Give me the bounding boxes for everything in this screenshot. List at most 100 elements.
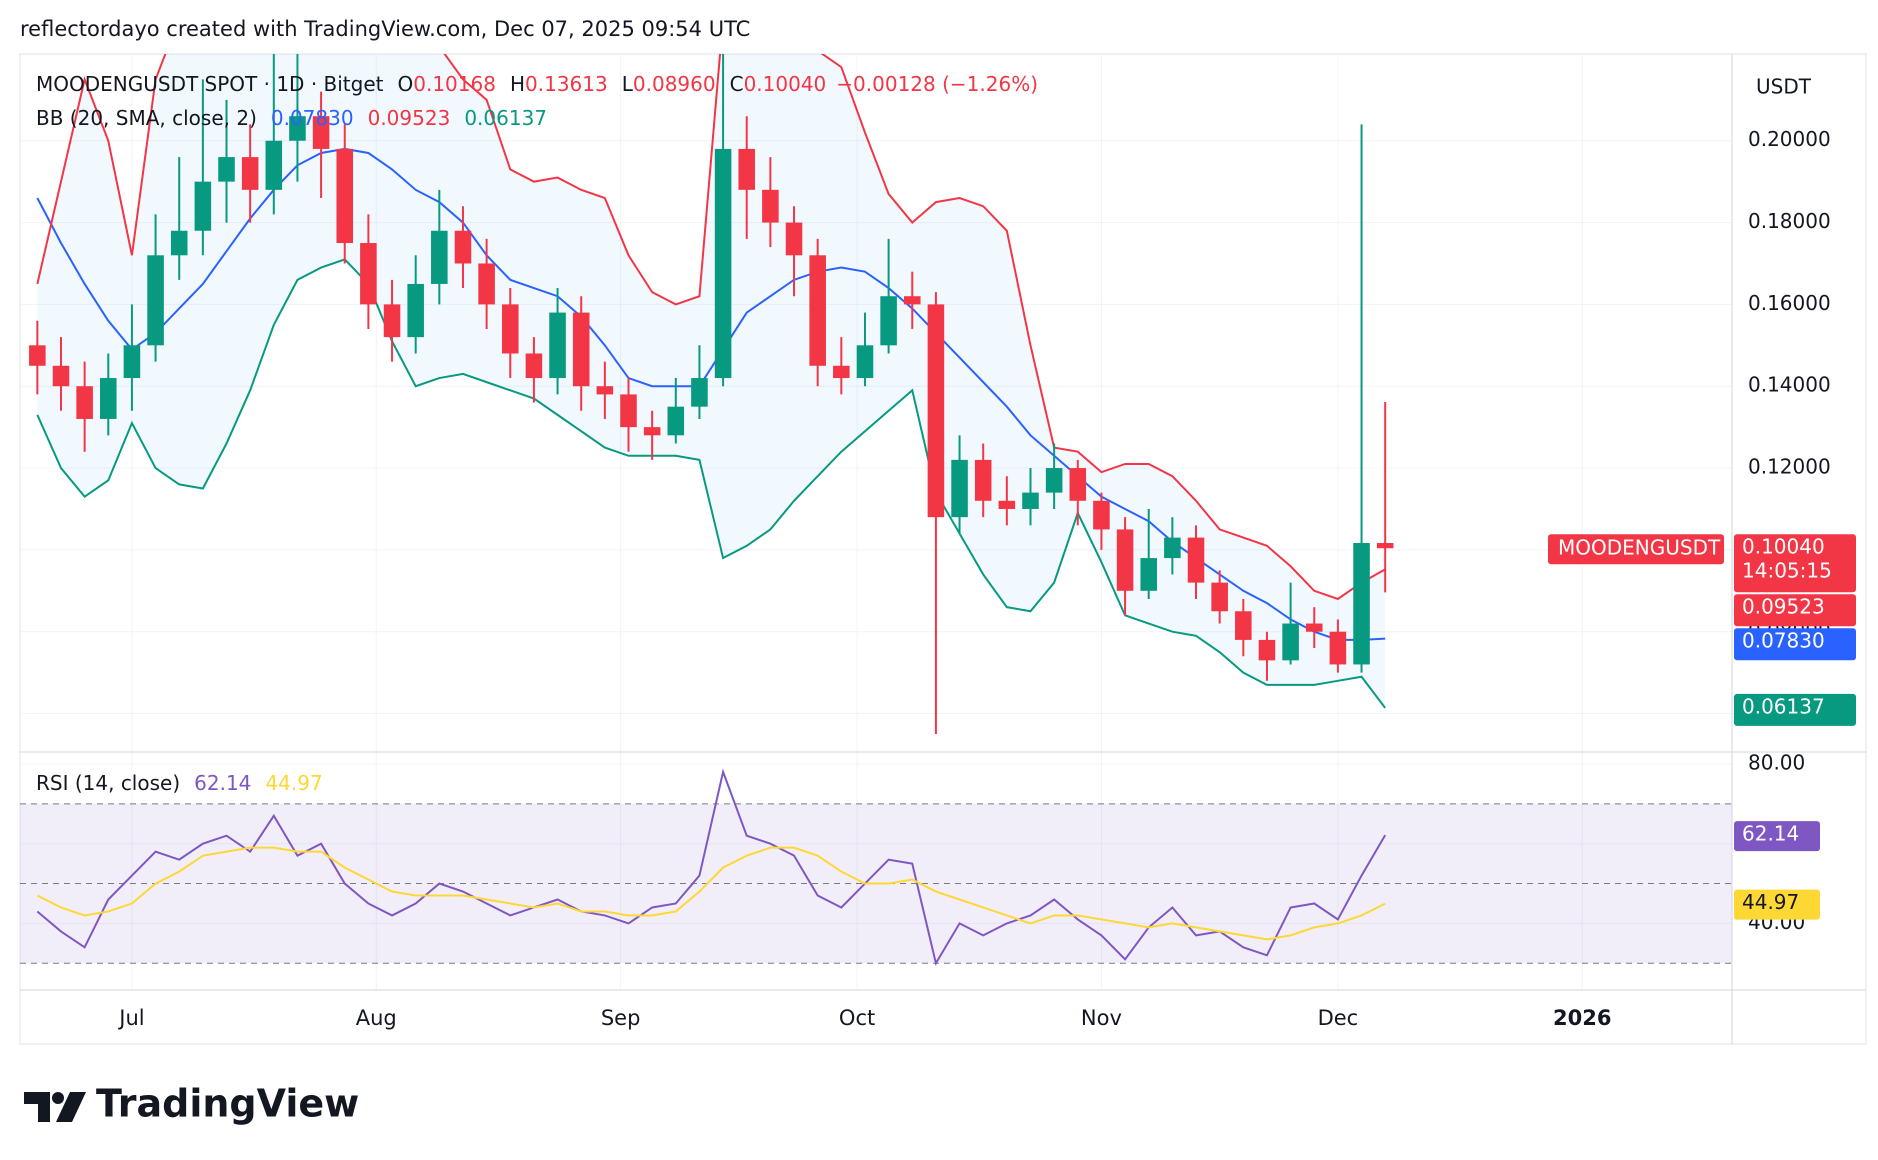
countdown: 14:05:15 (1742, 559, 1832, 583)
candle-body (1329, 631, 1347, 665)
candle-body (856, 345, 874, 379)
x-tick-label: Nov (1081, 1006, 1122, 1030)
candle-body (809, 255, 826, 366)
ohlc-label: C (730, 72, 744, 96)
candle-body (643, 427, 661, 436)
rsi-line (36, 768, 1387, 966)
candle-body (667, 406, 685, 436)
logo-text: TradingView (96, 1082, 359, 1126)
logo: TradingView (24, 1082, 359, 1126)
price-badge (1734, 821, 1820, 852)
price-axis-unit: USDT (1756, 75, 1812, 99)
symbol-badge-text: MOODENGUSDT (1558, 536, 1721, 560)
candle-body (738, 148, 756, 190)
rsi-line (36, 846, 1386, 941)
candle-body (998, 500, 1016, 509)
rsi-last-value: 62.14 (1742, 822, 1799, 846)
candle-body (903, 296, 921, 305)
overlay-layer: 0.060000.080000.100000.120000.140000.160… (36, 72, 1856, 1030)
candle-body (1116, 529, 1134, 591)
candle-body (572, 312, 590, 387)
y-tick-label: 0.12000 (1748, 455, 1831, 479)
rsi-pane (20, 768, 1732, 966)
candle-body (1045, 468, 1063, 493)
band-last-value: 0.06137 (1742, 694, 1825, 718)
band-line (36, 54, 1386, 601)
candle-body (407, 283, 424, 338)
candle-body (1211, 582, 1228, 612)
price-badge (1734, 594, 1856, 627)
candle-body (218, 157, 235, 182)
candle-body (1235, 611, 1252, 640)
candle-body (951, 459, 968, 518)
price-badge (1734, 693, 1856, 726)
candle-body (312, 116, 330, 149)
candle-body (100, 378, 117, 419)
candle-body (478, 263, 495, 305)
x-tick-label: Jul (117, 1006, 144, 1030)
candle-body (525, 353, 543, 379)
candle-body (383, 304, 401, 338)
candle-body (336, 148, 354, 244)
x-tick-label: Sep (601, 1006, 641, 1030)
candle-body (52, 365, 70, 387)
grid-layer (20, 54, 1732, 990)
band-fill (37, 54, 1386, 708)
change: −0.00128 (−1.26%) (836, 72, 1038, 96)
candle-body (170, 230, 188, 256)
candle-body (29, 345, 46, 366)
y-tick-label: 0.14000 (1748, 373, 1831, 397)
band-last-value: 0.07830 (1742, 629, 1825, 653)
candle-body (714, 148, 732, 379)
last-price: 0.10040 (1742, 535, 1825, 559)
indicator-value: 44.97 (265, 771, 322, 795)
indicator-value: 62.14 (194, 771, 251, 795)
candle-body (241, 157, 259, 190)
y-tick-label: 0.18000 (1748, 209, 1831, 233)
candle-body (194, 181, 212, 231)
y-tick-label: 80.00 (1748, 750, 1805, 774)
candle-body (501, 304, 519, 354)
ohlc-value: 0.10168 (413, 72, 496, 96)
attribution: reflectordayo created with TradingView.c… (20, 17, 750, 41)
candle-body (1022, 492, 1039, 509)
price-pane (29, 54, 1394, 734)
candle-body (1305, 623, 1323, 632)
legend-line: BB (20, SMA, close, 2) 0.07830 0.09523 0.06… (36, 106, 547, 130)
candle-body (265, 140, 283, 190)
indicator-value: 0.09523 (368, 106, 451, 130)
y-tick-label: 0.16000 (1748, 291, 1831, 315)
ohlc-label: L (622, 72, 634, 96)
x-tick-label: 2026 (1553, 1006, 1611, 1030)
candle-body (76, 386, 93, 419)
candle-body (833, 365, 850, 379)
ohlc-value: 0.08960 (633, 72, 716, 96)
y-tick-label: 0.20000 (1748, 127, 1831, 151)
candle-body (927, 304, 945, 518)
candle-body (1258, 639, 1276, 661)
x-tick-label: Dec (1318, 1006, 1359, 1030)
ohlc-label: H (510, 72, 525, 96)
candle-body (289, 116, 306, 141)
candle-body (1069, 468, 1087, 501)
candle-body (1282, 623, 1299, 661)
chart-frame (19, 53, 1867, 1045)
ohlc-label: O (398, 72, 414, 96)
price-badge (1734, 628, 1856, 661)
candle-body (620, 394, 637, 428)
candle-body (1187, 537, 1205, 583)
symbol-title: MOODENGUSDT SPOT · 1D · Bitget (36, 72, 384, 96)
legend-line: RSI (14, close) 62.14 44.97 (36, 771, 323, 795)
candle-body (360, 243, 377, 305)
band-line (36, 258, 1386, 709)
ohlc-value: 0.10040 (744, 72, 827, 96)
price-badge (1734, 889, 1820, 920)
symbol-badge (1548, 534, 1724, 565)
rsi-last-value: 44.97 (1742, 890, 1799, 914)
candle-body (549, 312, 566, 379)
candle-body (454, 230, 472, 264)
candle-body (762, 189, 779, 223)
candle-body (1093, 500, 1110, 530)
candle-body (1164, 537, 1181, 559)
